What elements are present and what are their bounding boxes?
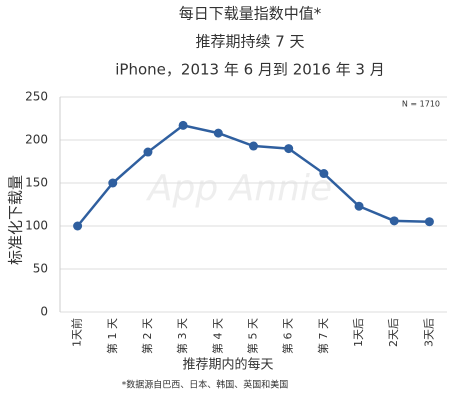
point (108, 178, 118, 188)
point (249, 141, 258, 151)
x-tick-label: 2天后 (387, 318, 400, 347)
point (424, 217, 434, 227)
y-tick-label: 0 (40, 305, 48, 319)
y-axis-label: 标准化下载量 (7, 175, 25, 265)
footnote: *数据源自巴西、日本、韩国、英国和美国 (122, 379, 289, 391)
x-tick-label: 第 1 天 (105, 318, 119, 354)
chart-title: iPhone，2013 年 6 月到 2016 年 3 月 (115, 61, 384, 79)
chart-title: 每日下载量指数中值* (179, 5, 322, 23)
point (213, 128, 223, 138)
x-tick-label: 第 2 天 (140, 318, 154, 354)
x-tick-label: 3天后 (422, 318, 435, 347)
point (284, 144, 294, 154)
point (178, 120, 188, 130)
y-tick-label: 250 (25, 90, 48, 104)
x-axis-label: 推荐期内的每天 (182, 357, 273, 373)
annotation: N = 1710 (402, 100, 440, 109)
point (354, 201, 364, 211)
x-tick-label: 第 7 天 (316, 318, 330, 354)
y-tick-label: 150 (25, 176, 48, 190)
point (73, 221, 83, 231)
y-tick-label: 200 (25, 133, 48, 147)
x-tick-label: 第 3 天 (175, 318, 189, 354)
point (143, 147, 153, 157)
x-tick-label: 1天前 (70, 318, 84, 347)
x-tick-label: 1天后 (352, 318, 365, 347)
chart-title: 推荐期持续 7 天 (195, 33, 304, 51)
point (389, 216, 399, 226)
x-tick-label: 第 6 天 (281, 318, 295, 354)
y-tick-label: 50 (33, 262, 48, 276)
watermark: App Annie (146, 168, 332, 209)
x-tick-label: 第 5 天 (246, 318, 260, 354)
point (319, 169, 329, 179)
x-tick-label: 第 4 天 (210, 318, 224, 354)
y-tick-label: 100 (25, 219, 48, 233)
